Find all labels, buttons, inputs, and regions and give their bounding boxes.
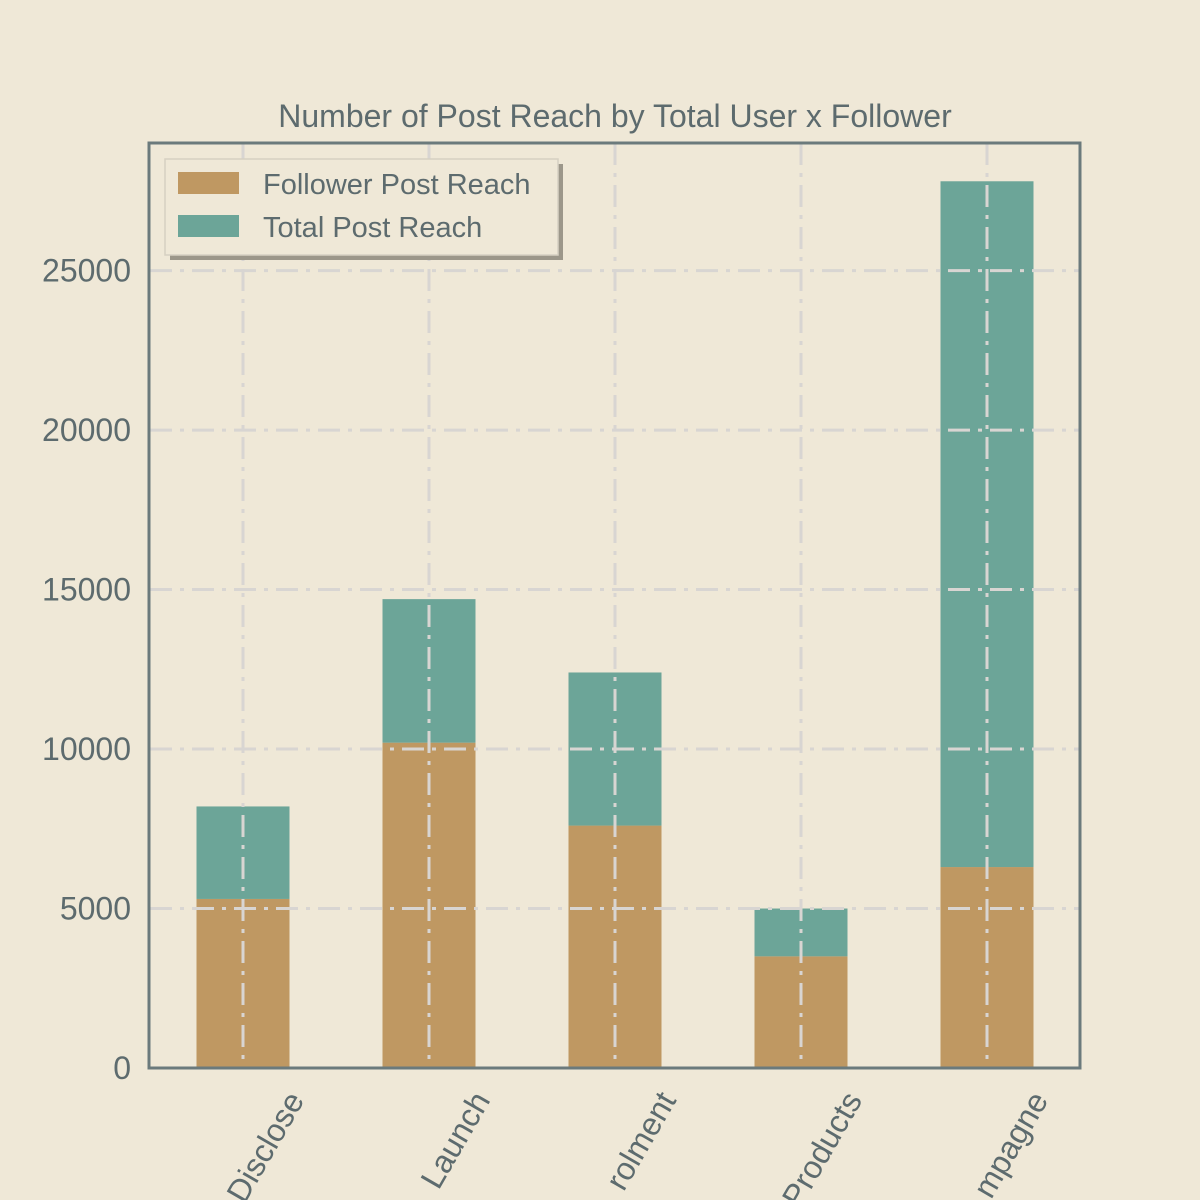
chart-title: Number of Post Reach by Total User x Fol… (278, 98, 952, 134)
x-axis-tick-labels: Disclose Launch rolment Products mpagne (219, 1085, 1055, 1200)
x-tick-label: Products (775, 1086, 869, 1200)
y-axis-tick-labels: 0 5000 10000 15000 20000 25000 (42, 253, 131, 1086)
legend-swatch-follower (178, 172, 239, 194)
legend: Follower Post Reach Total Post Reach (164, 158, 563, 260)
y-tick-label: 0 (113, 1050, 131, 1086)
y-tick-label: 15000 (42, 572, 131, 608)
legend-label-total: Total Post Reach (263, 212, 482, 244)
grid (150, 143, 1080, 1068)
y-tick-label: 25000 (42, 253, 131, 289)
y-tick-label: 5000 (60, 891, 131, 927)
y-tick-label: 10000 (42, 731, 131, 767)
legend-label-follower: Follower Post Reach (263, 169, 531, 201)
x-tick-label: Disclose (219, 1086, 311, 1200)
x-tick-label: rolment (599, 1085, 684, 1196)
x-tick-label: mpagne (966, 1086, 1055, 1200)
plot-area-border (147, 141, 1082, 1070)
x-tick-label: Launch (413, 1086, 497, 1195)
y-tick-label: 20000 (42, 412, 131, 448)
legend-swatch-total (178, 215, 239, 237)
